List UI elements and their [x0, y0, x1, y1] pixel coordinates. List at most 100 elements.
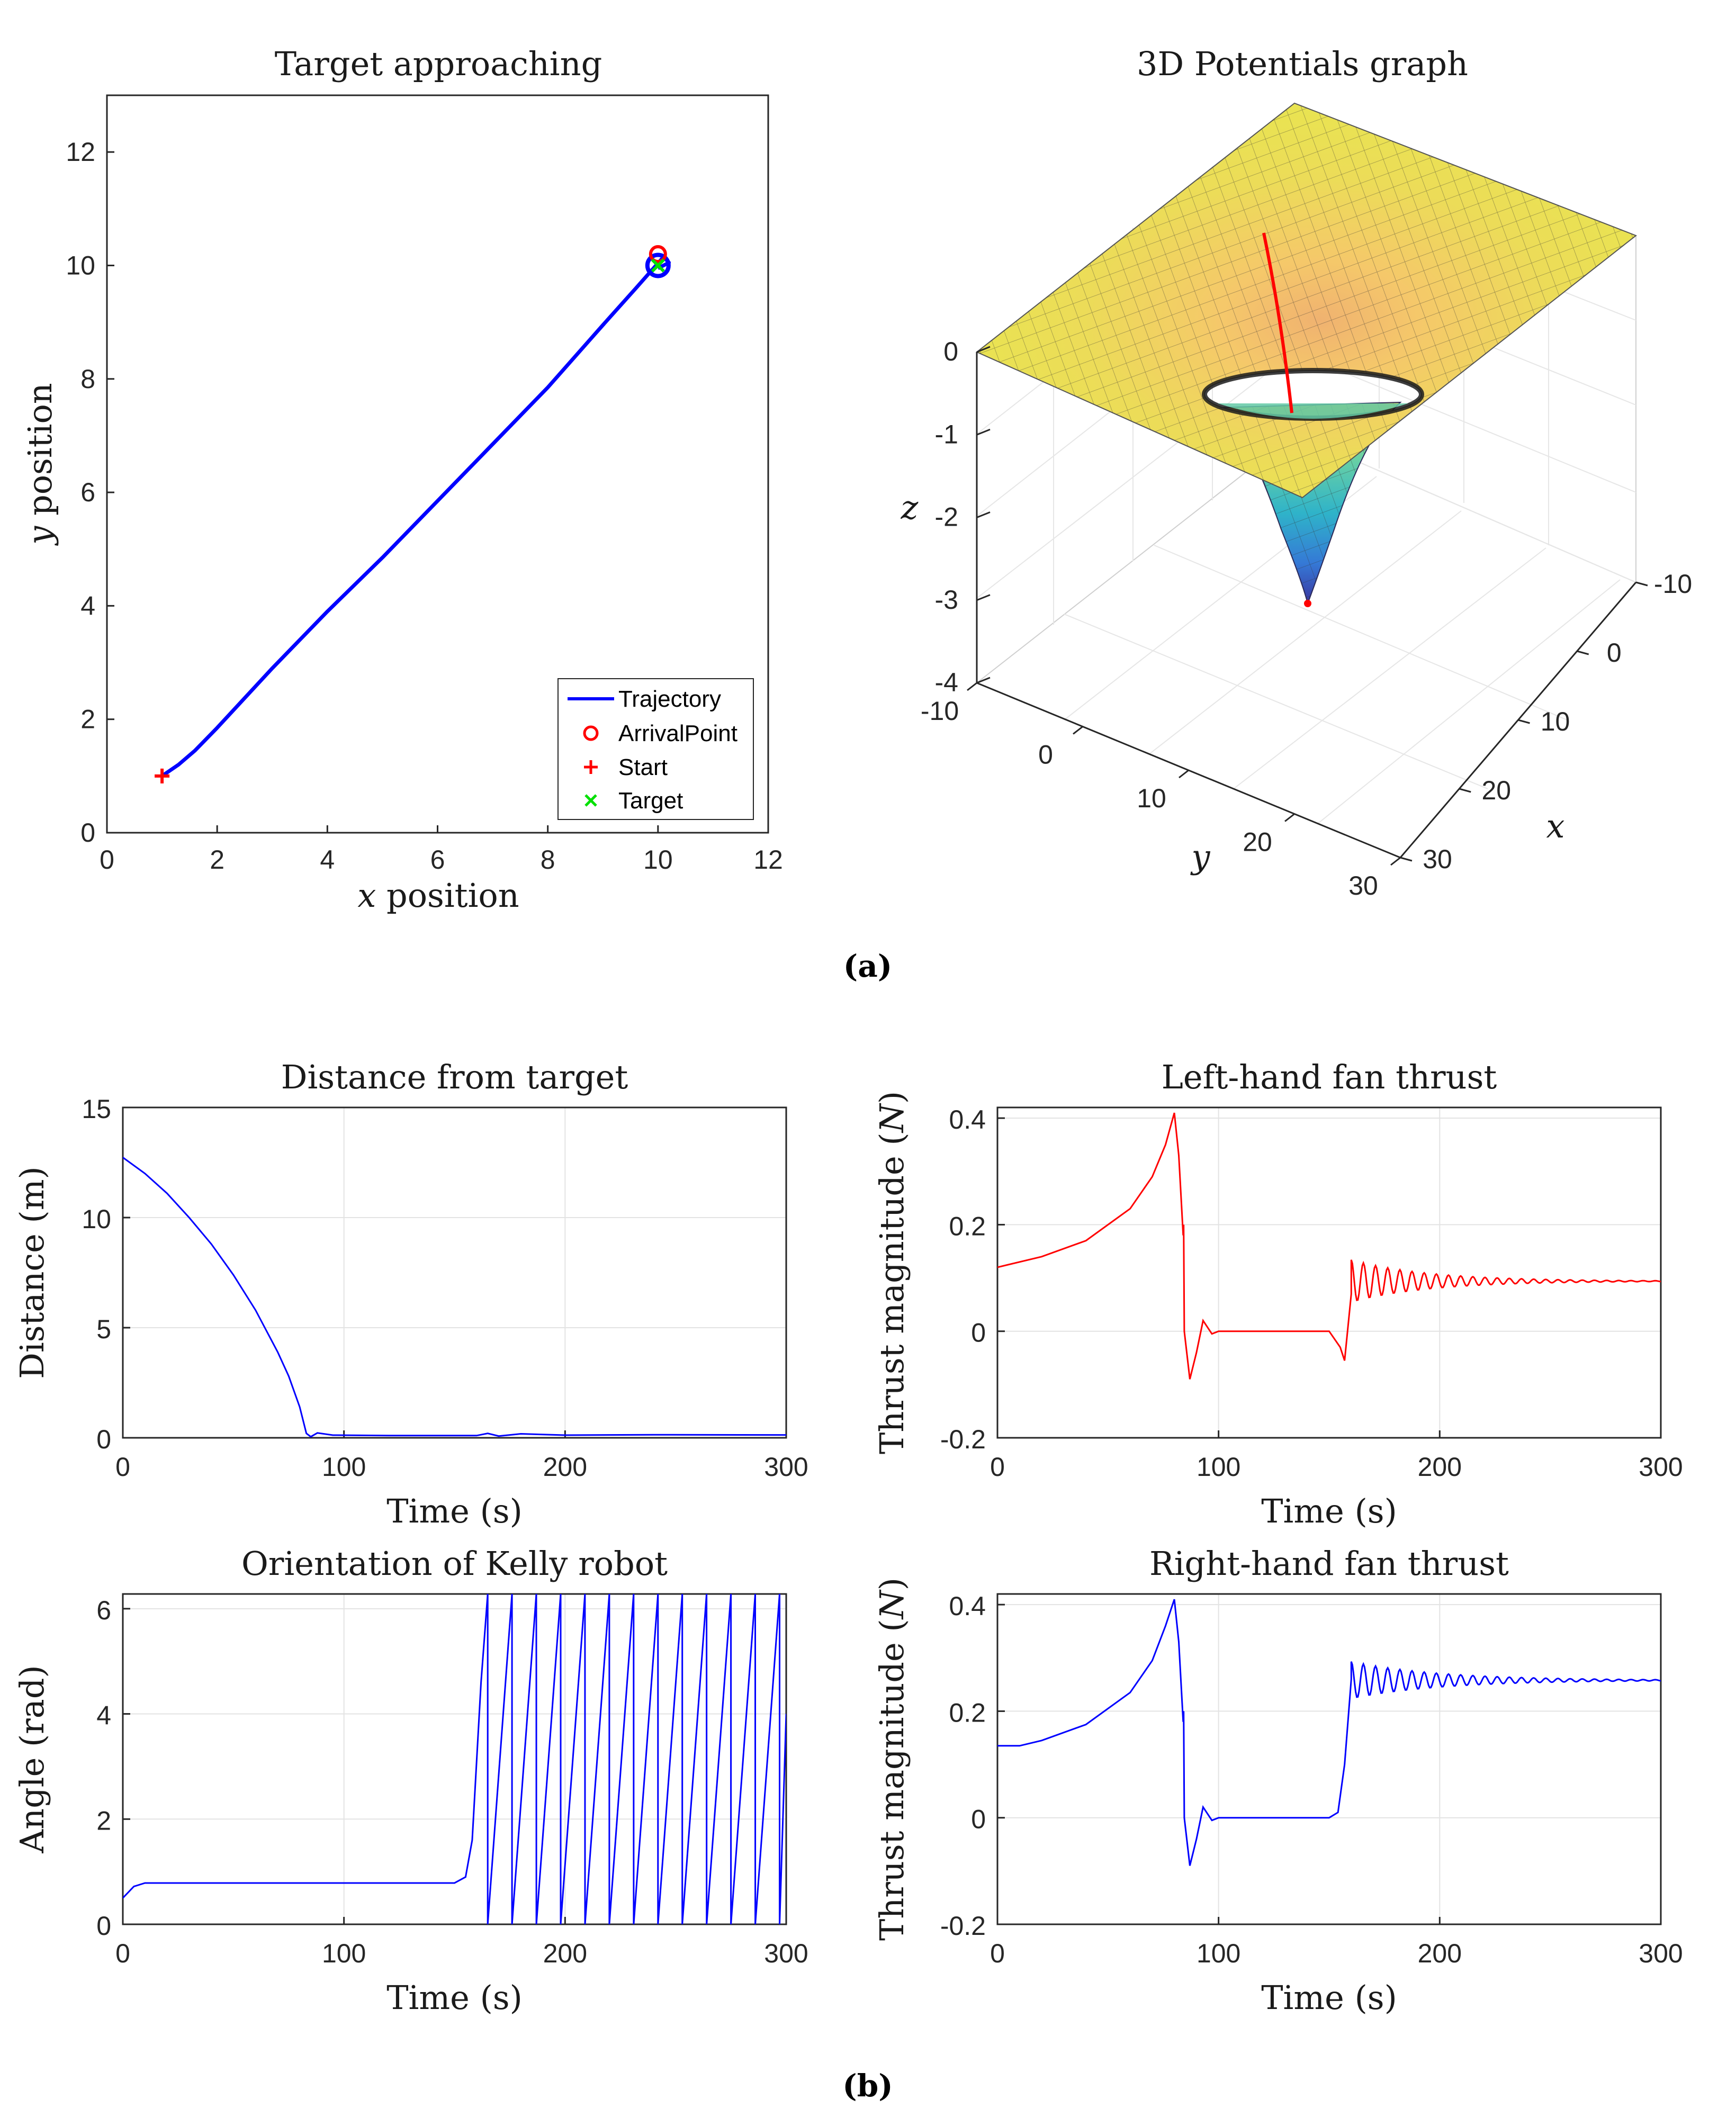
y-tick-mark	[1179, 769, 1189, 779]
y-tick-label: 0.4	[949, 1105, 986, 1134]
x-tick-label: 0	[100, 845, 114, 875]
x-tick-label: 4	[320, 845, 335, 875]
x-tick-label: 10	[643, 845, 673, 875]
distance-line	[123, 1157, 786, 1438]
legend: Trajectory ArrivalPoint Start Target	[557, 678, 754, 820]
x-tick-label: 6	[430, 845, 445, 875]
orientation-line	[123, 1594, 786, 1924]
chart-title: Orientation of Kelly robot	[241, 1544, 668, 1583]
x-tick-label: 100	[1197, 1452, 1240, 1482]
y-tick-label: 2	[96, 1806, 111, 1835]
x-tick-label: 300	[764, 1939, 808, 1968]
chart-title: 3D Potentials graph	[1137, 44, 1468, 83]
y-tick-label: 4	[96, 1701, 111, 1731]
target-approaching-chart: Target approaching 0 2 4 6 8 10 12 0 2 4 6 8 10 12 x…	[21, 44, 783, 915]
y-tick-label: 6	[96, 1596, 111, 1625]
y-tick-mark	[1284, 813, 1295, 822]
y-tick-mark	[967, 682, 977, 691]
caption-b: (b)	[842, 2068, 893, 2104]
y-tick-label: 0.4	[949, 1591, 986, 1621]
x-axis-label: Time (s)	[1261, 1492, 1397, 1530]
z-tick-label: -3	[935, 585, 958, 615]
potential-3d-chart: 3D Potentials graph 0-1-2-3-4-1	[901, 44, 1692, 900]
x-tick-label: 300	[764, 1452, 808, 1482]
x-tick-mark	[1577, 650, 1589, 655]
y-tick-label: 0	[96, 1425, 111, 1454]
caption-a: (a)	[843, 948, 892, 984]
x-tick-mark	[1518, 719, 1530, 724]
orientation-chart: Orientation of Kelly robot 0 100 200 300 0 2 4 6…	[13, 1544, 808, 2017]
legend-marker-target	[584, 794, 597, 807]
plot-frame	[122, 1106, 787, 1439]
z-tick-mark	[976, 677, 991, 684]
y-tick-label: 12	[66, 137, 95, 167]
y-tick-label: 15	[82, 1094, 111, 1124]
x-tick-label: 8	[541, 845, 555, 875]
y-tick-label: 5	[96, 1314, 111, 1344]
y-tick-label: 0.2	[949, 1211, 986, 1241]
y-tick-mark	[1073, 726, 1083, 735]
y-tick-label: 0	[971, 1318, 986, 1348]
y-axis-label: Angle (rad)	[13, 1665, 51, 1853]
plot-frame	[996, 1106, 1662, 1439]
arrival-point-marker	[649, 245, 667, 264]
chart-title: Distance from target	[281, 1058, 628, 1096]
descent-path	[1262, 232, 1293, 413]
z-tick-label: 0	[943, 337, 958, 366]
chart-title: Left-hand fan thrust	[1162, 1058, 1497, 1096]
start-marker	[155, 768, 170, 783]
z-tick-mark	[976, 346, 991, 353]
y-tick-mark	[1390, 857, 1401, 866]
x-axis-label: x position	[357, 876, 519, 915]
x-tick-mark	[1400, 857, 1413, 862]
y-tick-label: 0	[1038, 740, 1053, 770]
x-axis-label: Time (s)	[386, 1978, 523, 2017]
x-tick-label: 0	[990, 1452, 1005, 1482]
y-axis-label: Thrust magnitude (N)	[873, 1091, 911, 1454]
x-tick-label: 300	[1639, 1452, 1683, 1482]
y-tick-label: 10	[1137, 783, 1166, 813]
x-axis-label: Time (s)	[1261, 1978, 1397, 2017]
x-axis-label: Time (s)	[386, 1492, 523, 1530]
x-tick-label: 10	[1541, 707, 1570, 736]
x-tick-label: 200	[543, 1939, 587, 1968]
legend-marker-start	[584, 760, 598, 774]
legend-label-trajectory: Trajectory	[618, 686, 721, 712]
y-tick-label: 4	[80, 591, 95, 620]
y-tick-label: 0.2	[949, 1698, 986, 1727]
x-tick-label: 12	[753, 845, 783, 875]
y-tick-label: -10	[921, 696, 959, 726]
y-tick-label: 6	[80, 478, 95, 507]
y-tick-label: 0	[971, 1805, 986, 1834]
x-tick-label: 30	[1423, 844, 1452, 874]
z-tick-label: -2	[935, 502, 958, 532]
y-tick-label: 0	[96, 1911, 111, 1941]
legend-label-start: Start	[618, 754, 668, 780]
x-tick-label: 0	[990, 1939, 1005, 1968]
right-thrust-line	[997, 1599, 1661, 1866]
y-tick-label: 10	[82, 1204, 111, 1234]
x-tick-label: 100	[1197, 1939, 1240, 1968]
distance-chart: Distance from target 0 100 200 300 0 5 10 15 Time…	[13, 1058, 808, 1530]
x-tick-label: 20	[1481, 776, 1511, 805]
z-tick-mark	[976, 594, 991, 601]
plot-frame	[996, 1593, 1662, 1925]
y-tick-label: 20	[1243, 827, 1272, 857]
y-axis-label: y position	[21, 383, 59, 546]
minimum-point	[1304, 600, 1311, 607]
funnel-inner	[1218, 403, 1408, 419]
y-tick-label: 0	[80, 818, 95, 848]
y-tick-label: 10	[66, 250, 95, 280]
y-axis-label: Distance (m)	[13, 1166, 51, 1379]
y-tick-label: -0.2	[940, 1425, 986, 1454]
x-tick-label: 0	[115, 1452, 130, 1482]
chart-title: Target approaching	[275, 44, 602, 83]
y-axis-label: Thrust magnitude (N)	[873, 1578, 911, 1941]
legend-label-arrival: ArrivalPoint	[618, 720, 737, 746]
x-axis-label: x	[1546, 807, 1565, 845]
z-tick-label: -4	[935, 668, 958, 697]
x-tick-label: 100	[322, 1939, 366, 1968]
